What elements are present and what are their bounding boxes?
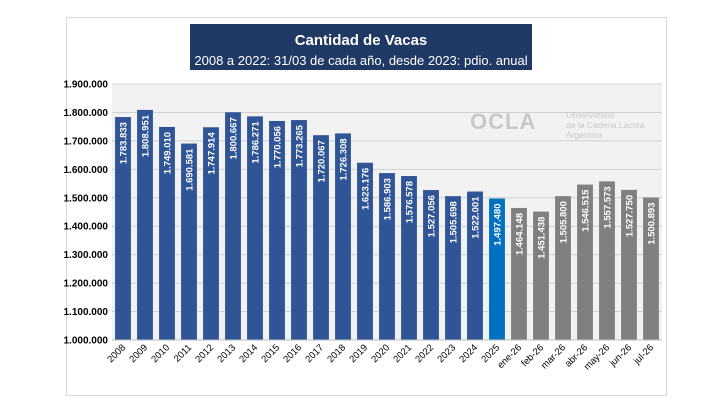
data-label: 1.576.578 [405,181,416,223]
bar [599,181,615,340]
x-tick-label: 2017 [303,342,326,365]
bar [467,191,483,340]
bar [423,190,439,340]
ocla-logo-text: Observatorio de la Cadena Láctea Argenti… [566,110,676,140]
x-tick-label: 2018 [325,342,348,365]
ocla-logo-line: de la Cadena Láctea [566,120,645,130]
data-label: 1.497.480 [493,203,504,245]
bar [291,120,307,340]
x-tick-label: 2010 [149,342,172,365]
y-tick-label: 1.100.000 [64,307,109,318]
y-tick-label: 1.600.000 [64,165,109,176]
x-tick-label: mar-26 [539,342,568,371]
y-tick-label: 1.000.000 [64,336,109,347]
data-label: 1.747.914 [207,132,218,175]
y-tick-label: 1.200.000 [64,279,109,290]
data-label: 1.527.750 [625,195,636,237]
bar [313,135,329,340]
bar [159,126,175,340]
x-tick-label: ene-26 [495,342,524,371]
bars [115,109,659,341]
x-tick-label: 2012 [193,342,216,365]
data-label: 1.690.581 [185,148,196,191]
chart-subtitle: 2008 a 2022: 31/03 de cada año, desde 20… [194,53,528,68]
bar [247,116,263,340]
x-tick-label: jun-26 [607,342,634,369]
data-label: 1.500.893 [647,203,658,245]
data-label: 1.783.833 [119,122,130,164]
bar [577,184,593,340]
y-tick-label: 1.900.000 [64,80,109,91]
bar [511,207,527,340]
data-label: 1.527.056 [427,195,438,237]
data-label: 1.786.271 [251,121,262,164]
y-tick-label: 1.400.000 [64,222,109,233]
bar [335,133,351,340]
bar [379,173,395,340]
bar [137,109,153,341]
x-tick-label: 2024 [457,342,480,365]
data-labels: 1.783.833 1.808.951 1.749.010 1.690.581 1.74… [119,114,658,259]
bar [489,198,505,340]
data-label: 1.464.148 [515,213,526,255]
x-tick-label: jul-26 [631,342,656,367]
data-label: 1.773.265 [295,124,306,167]
x-tick-label: 2022 [413,342,436,365]
x-tick-label: 2015 [259,342,282,365]
data-label: 1.505.800 [559,201,570,243]
x-tick-label: 2023 [435,342,458,365]
x-tick-label: 2011 [172,342,194,364]
x-tick-label: 2013 [215,342,238,365]
ocla-logo-mark: OCLA [470,109,537,134]
ocla-logo-line: Argentina [566,130,603,140]
y-tick-label: 1.700.000 [64,136,109,147]
x-tick-label: 2019 [347,342,370,365]
bar [643,197,659,340]
data-label: 1.451.438 [537,217,548,259]
bar [181,143,197,340]
bar [357,162,373,340]
y-tick-label: 1.300.000 [64,250,109,261]
x-tick-label: 2008 [105,342,128,365]
title-box: Cantidad de Vacas 2008 a 2022: 31/03 de … [190,24,532,70]
data-label: 1.557.573 [603,186,614,228]
data-label: 1.505.698 [449,201,460,243]
bar [115,117,131,340]
data-label: 1.623.176 [361,168,372,210]
bar [533,211,549,340]
bar [445,196,461,340]
data-label: 1.808.951 [141,114,152,157]
bar [555,196,571,340]
bar [225,112,241,340]
x-tick-label: 2014 [237,342,260,365]
bar [621,189,637,340]
data-label: 1.749.010 [163,132,174,174]
data-label: 1.546.515 [581,189,592,232]
y-tick-label: 1.500.000 [64,193,109,204]
bar [269,120,285,340]
ocla-logo-line: Observatorio [566,110,615,120]
bar [203,127,219,341]
x-tick-label: 2009 [127,342,150,365]
data-label: 1.800.667 [229,117,240,159]
x-tick-label: 2021 [391,342,414,365]
y-tick-label: 1.800.000 [64,108,109,119]
chart-title: Cantidad de Vacas [294,32,428,49]
data-label: 1.726.308 [339,138,350,180]
x-axis: 2008 2009 2010 2011 2012 2013 2014 2015 2016 2017… [105,339,662,373]
x-tick-label: 2020 [369,342,392,365]
data-label: 1.720.067 [317,140,328,182]
data-label: 1.770.056 [273,126,284,168]
x-tick-label: 2016 [281,342,304,365]
y-axis: 1.000.000 1.100.000 1.200.000 1.300.000 1.40… [64,80,109,347]
data-label: 1.522.001 [471,196,482,239]
bar [401,175,417,340]
data-label: 1.586.903 [383,178,394,220]
